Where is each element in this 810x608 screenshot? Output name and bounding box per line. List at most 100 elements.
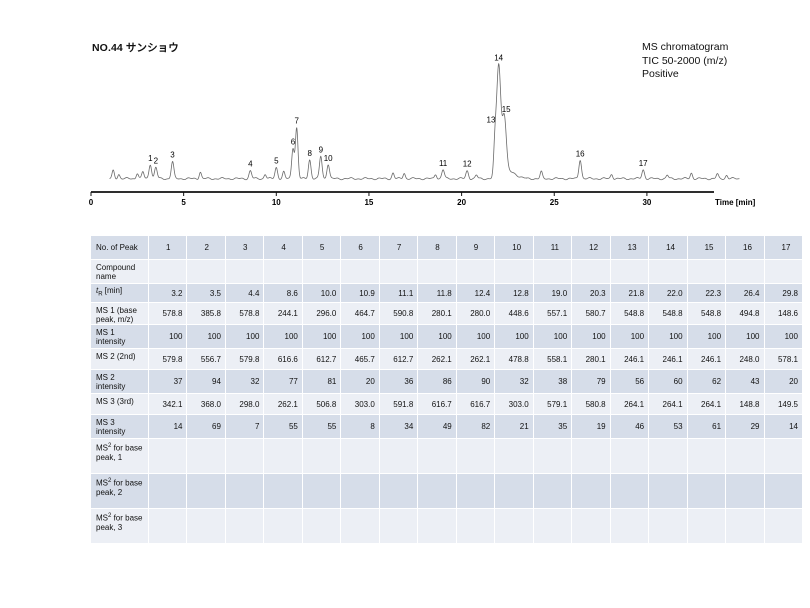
table-cell: 15 — [686, 235, 727, 260]
table-cell: 11 — [532, 235, 573, 260]
table-cell: 9 — [455, 235, 496, 260]
table-cell — [455, 438, 496, 474]
table-cell: 264.1 — [648, 393, 688, 415]
table-cell: 264.1 — [609, 393, 650, 415]
table-cell — [532, 438, 573, 474]
x-tick-label: 20 — [457, 198, 466, 207]
peak-label: 11 — [439, 159, 448, 168]
table-cell: 548.8 — [609, 302, 650, 325]
row-header: Compound name — [90, 259, 149, 284]
x-tick-label: 15 — [364, 198, 373, 207]
table-cell: 100 — [340, 324, 380, 349]
table-cell: 149.5 — [763, 393, 803, 415]
table-cell: 14 — [648, 235, 688, 260]
table-cell — [417, 508, 457, 544]
table-cell — [686, 438, 727, 474]
table-cell: 148.8 — [725, 393, 765, 415]
table-cell — [686, 259, 727, 284]
table-cell: 100 — [263, 324, 303, 349]
table-cell — [455, 473, 496, 509]
peak-label: 3 — [170, 151, 175, 160]
row-header: MS2 for base peak, 2 — [90, 473, 149, 509]
table-cell — [494, 259, 534, 284]
row-retention-time: tR [min] 3.2 3.5 4.4 8.6 10.0 10.9 11.1 11.8 12.4… — [90, 283, 803, 303]
table-cell — [417, 438, 457, 474]
table-cell: 12.8 — [494, 283, 534, 303]
table-cell — [648, 508, 688, 544]
table-cell — [763, 259, 803, 284]
peak-label: 4 — [248, 160, 253, 169]
table-cell: 53 — [648, 414, 688, 439]
table-cell: 22.0 — [648, 283, 688, 303]
table-cell — [648, 259, 688, 284]
table-cell — [455, 259, 496, 284]
table-cell — [378, 508, 419, 544]
table-cell: 1 — [147, 235, 188, 260]
peak-label: 12 — [463, 160, 472, 169]
table-cell — [224, 259, 265, 284]
row-header: MS 1 (base peak, m/z) — [90, 302, 149, 325]
table-cell: 56 — [609, 369, 650, 394]
table-cell — [301, 438, 342, 474]
table-cell: 100 — [725, 324, 765, 349]
table-cell — [609, 508, 650, 544]
table-cell: 55 — [263, 414, 303, 439]
table-cell: 616.6 — [263, 348, 303, 370]
row-ms2-base-peak-1: MS2 for base peak, 1 — [90, 438, 803, 474]
table-cell — [609, 259, 650, 284]
table-cell — [417, 473, 457, 509]
peak-label: 15 — [502, 105, 511, 114]
table-cell: 10.0 — [301, 283, 342, 303]
table-cell: 100 — [301, 324, 342, 349]
row-ms1-intensity: MS 1 intensity 100 100 100 100 100 100 100 100 10… — [90, 324, 803, 349]
table-cell: 35 — [532, 414, 573, 439]
table-cell: 14 — [147, 414, 188, 439]
table-cell: 3.5 — [186, 283, 226, 303]
table-cell: 22.3 — [686, 283, 727, 303]
table-cell — [455, 508, 496, 544]
table-cell: 21 — [494, 414, 534, 439]
table-cell: 580.7 — [571, 302, 611, 325]
x-tick-label: 25 — [550, 198, 559, 207]
table-cell: 37 — [147, 369, 188, 394]
table-cell: 26.4 — [725, 283, 765, 303]
table-cell: 578.8 — [147, 302, 188, 325]
table-cell: 94 — [186, 369, 226, 394]
table-cell: 19 — [571, 414, 611, 439]
row-ms2-intensity: MS 2 intensity 37 94 32 77 81 20 36 86 90 32 38 79 56… — [90, 369, 803, 394]
table-cell: 6 — [340, 235, 380, 260]
table-cell: 246.1 — [686, 348, 727, 370]
peak-label: 6 — [291, 138, 296, 147]
table-cell: 280.1 — [571, 348, 611, 370]
trace-group — [109, 62, 740, 181]
table-cell: 4 — [263, 235, 303, 260]
table-cell: 8 — [417, 235, 457, 260]
table-cell — [186, 508, 226, 544]
table-cell: 19.0 — [532, 283, 573, 303]
table-cell: 246.1 — [648, 348, 688, 370]
table-cell — [571, 259, 611, 284]
table-cell: 244.1 — [263, 302, 303, 325]
table-cell: 3 — [224, 235, 265, 260]
table-cell: 280.1 — [417, 302, 457, 325]
table-cell: 262.1 — [455, 348, 496, 370]
table-cell — [378, 438, 419, 474]
table-cell: 558.1 — [532, 348, 573, 370]
table-cell: 494.8 — [725, 302, 765, 325]
table-cell: 612.7 — [301, 348, 342, 370]
table-cell: 11.8 — [417, 283, 457, 303]
table-cell: 262.1 — [263, 393, 303, 415]
table-cell: 60 — [648, 369, 688, 394]
table-cell: 4.4 — [224, 283, 265, 303]
table-cell: 43 — [725, 369, 765, 394]
peak-label: 7 — [294, 117, 299, 126]
table-cell: 10 — [494, 235, 534, 260]
table-cell: 100 — [417, 324, 457, 349]
table-cell: 7 — [378, 235, 419, 260]
table-cell — [571, 473, 611, 509]
row-ms2-base-peak-3: MS2 for base peak, 3 — [90, 508, 803, 544]
table-cell: 303.0 — [494, 393, 534, 415]
table-cell: 46 — [609, 414, 650, 439]
table-cell: 368.0 — [186, 393, 226, 415]
